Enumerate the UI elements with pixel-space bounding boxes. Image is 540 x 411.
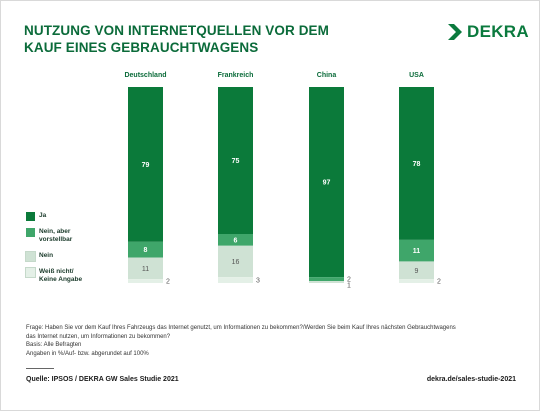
bar-deutschland-ja [128,87,163,242]
value-label-china-nein-aber-vorstellbar: 2 [347,277,351,284]
bar-deutschland-nein-aber-vorstellbar [128,241,163,258]
footnote-question-1: Frage: Haben Sie vor dem Kauf Ihres Fahr… [26,325,456,331]
dekra-logo: DEKRA [448,22,529,42]
legend-item-nein-aber-vorstellbar: Nein, aber vorstellbar [26,228,72,244]
value-label-deutschland-nein: 11 [142,266,149,273]
legend-label-line: Nein, aber [39,228,71,235]
chart-title: NUTZUNG VON INTERNETQUELLEN VOR DEM KAUF… [24,22,354,56]
legend-swatch-wei-nicht-keine-angabe [25,267,36,278]
country-label-frankreich: Frankreich [217,72,254,79]
value-label-usa-wei-nicht-keine-angabe: 2 [437,279,441,286]
legend-label-line: vorstellbar [39,236,73,243]
chart-title-line-1: NUTZUNG VON INTERNETQUELLEN VOR DEM [24,23,330,38]
value-label-frankreich-wei-nicht-keine-angabe: 3 [256,278,260,285]
value-label-frankreich-ja: 75 [232,158,240,165]
value-label-deutschland-nein-aber-vorstellbar: 8 [144,247,148,254]
legend-swatch-nein [25,251,36,262]
bar-china-nein [309,281,344,283]
bar-frankreich-nein-aber-vorstellbar [218,234,253,246]
legend-item-wei-nicht-keine-angabe: Weiß nicht/Keine Angabe [25,267,82,284]
country-label-deutschland: Deutschland [124,72,167,79]
dekra-logo-text: DEKRA [467,22,529,41]
legend-label-line: Weiß nicht/ [39,268,74,275]
country-label-china: China [316,72,337,79]
legend-label-line: Ja [39,212,47,219]
bar-china-ja [309,87,344,278]
footnote-question-2: das Internet nutzen, um Informationen zu… [26,333,171,340]
legend-swatch-nein-aber-vorstellbar [26,228,35,237]
value-label-frankreich-nein-aber-vorstellbar: 6 [234,237,238,244]
country-label-usa: USA [409,72,424,79]
bar-frankreich-wei-nicht-keine-angabe [218,277,253,283]
bar-usa-ja [399,87,434,240]
bar-usa-nein-aber-vorstellbar [399,239,434,262]
value-label-china-ja: 97 [323,180,331,187]
legend-item-nein: Nein [25,251,53,262]
legend-label-nein-aber-vorstellbar: Nein, aber vorstellbar [39,228,72,244]
dekra-logo-icon [448,24,462,40]
legend-label-line: Nein [39,252,54,259]
bar-frankreich-ja [218,87,253,234]
value-label-usa-ja: 78 [413,161,421,168]
bar-deutschland-wei-nicht-keine-angabe [128,279,163,283]
value-label-usa-nein-aber-vorstellbar: 11 [413,248,421,255]
legend-label-ja: Ja [39,212,46,220]
value-label-china-nein: 1 [347,283,351,290]
value-label-deutschland-wei-nicht-keine-angabe: 2 [166,279,170,286]
legend-label-wei-nicht-keine-angabe: Weiß nicht/Keine Angabe [39,268,82,284]
bar-frankreich-nein [218,245,253,278]
value-label-deutschland-ja: 79 [142,162,150,169]
bar-usa-nein [399,261,434,280]
legend-swatch-ja [26,212,35,221]
footnotes: Frage: Haben Sie vor dem Kauf Ihres Fahr… [26,324,516,358]
legend-label-nein: Nein [39,252,53,260]
value-label-frankreich-nein: 16 [232,259,240,266]
source-divider [26,368,54,369]
legend-item-ja: Ja [26,212,46,221]
bar-china-nein-aber-vorstellbar [309,277,344,282]
legend-label-line: Keine Angabe [39,276,83,283]
source-text: Quelle: IPSOS / DEKRA GW Sales Studie 20… [26,376,179,383]
bar-usa-wei-nicht-keine-angabe [399,279,434,283]
footnote-rounding: Angaben in %/Auf- bzw. abgerundet auf 10… [26,350,149,357]
value-label-usa-nein: 9 [415,268,419,275]
source-url: dekra.de/sales-studie-2021 [426,376,516,383]
chart-title-line-2: KAUF EINES GEBRAUCHTWAGENS [24,40,259,55]
bar-deutschland-nein [128,257,163,280]
footnote-basis: Basis: Alle Befragten [26,342,82,349]
